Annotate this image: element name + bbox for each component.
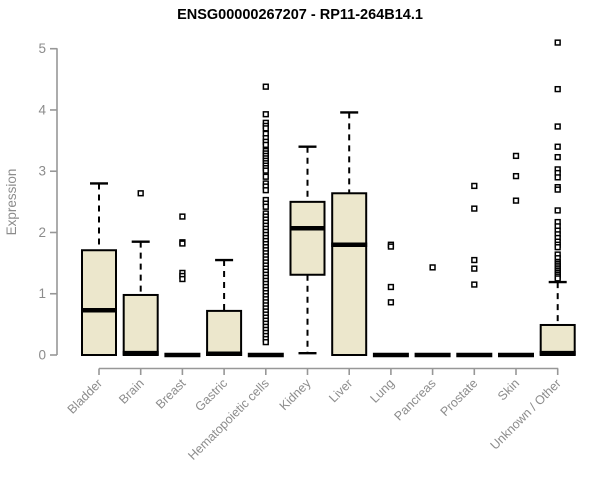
x-category-label: Liver (326, 376, 355, 405)
outlier-point (554, 186, 561, 193)
outlier-point (512, 172, 520, 180)
x-category-label: Pancreas (391, 376, 438, 423)
x-category-label: Brain (116, 376, 147, 407)
x-category-label: Bladder (65, 376, 105, 416)
outlier-point (262, 141, 269, 149)
y-tick-label: 2 (38, 225, 46, 240)
y-tick-label: 5 (38, 41, 46, 56)
outlier-point (179, 213, 186, 220)
x-category-label: Unknown / Other (488, 376, 564, 452)
y-tick-label: 4 (38, 102, 46, 117)
outlier-point (262, 125, 269, 132)
outlier-point (471, 205, 478, 212)
outlier-point (262, 167, 269, 174)
outlier-point (471, 182, 478, 190)
outlier-point (429, 264, 436, 271)
outlier-point (262, 187, 269, 194)
plot-content: 0 1 2 3 4 5 Bladder Brain Breast GastricHematopoi… (38, 39, 576, 463)
y-tick-label: 3 (38, 164, 46, 179)
box (206, 309, 243, 356)
outlier-point (554, 153, 561, 161)
outlier-point (554, 143, 561, 150)
outlier-point (387, 283, 395, 291)
outlier-point (262, 173, 269, 180)
outlier-point (471, 265, 478, 272)
outlier-point (179, 275, 186, 283)
outlier-point (179, 240, 186, 247)
x-category-label: Hematopoietic cells (185, 376, 272, 463)
y-axis-title: Expression (4, 169, 19, 236)
outlier-point (554, 123, 561, 130)
outlier-point (262, 111, 269, 118)
outlier-point (137, 190, 144, 197)
outlier-point (554, 174, 561, 181)
outlier-point (512, 197, 520, 204)
x-category-label: Prostate (438, 376, 481, 419)
outlier-point (554, 39, 561, 46)
box (122, 293, 159, 357)
x-category-label: Lung (367, 376, 397, 406)
y-tick-label: 1 (38, 286, 46, 301)
outlier-point (554, 244, 561, 251)
outlier-point (387, 299, 395, 306)
outlier-point (387, 243, 395, 250)
outlier-point (554, 207, 561, 214)
box (81, 249, 117, 357)
outlier-point (471, 256, 478, 264)
box (289, 200, 326, 276)
outlier-point (512, 152, 520, 160)
outlier-point (262, 203, 269, 210)
chart-title: ENSG00000267207 - RP11-264B14.1 (177, 7, 423, 23)
outlier-point (262, 83, 269, 90)
x-category-label: Kidney (277, 376, 314, 413)
box (539, 323, 576, 357)
outlier-point (554, 85, 561, 93)
outlier-point (554, 275, 561, 282)
outlier-point (262, 338, 269, 346)
x-category-label: Skin (495, 376, 522, 403)
x-category-label: Breast (153, 376, 189, 412)
box (331, 192, 368, 356)
y-tick-label: 0 (38, 348, 46, 363)
x-category-label: Gastric (192, 376, 230, 414)
outlier-point (471, 281, 478, 288)
